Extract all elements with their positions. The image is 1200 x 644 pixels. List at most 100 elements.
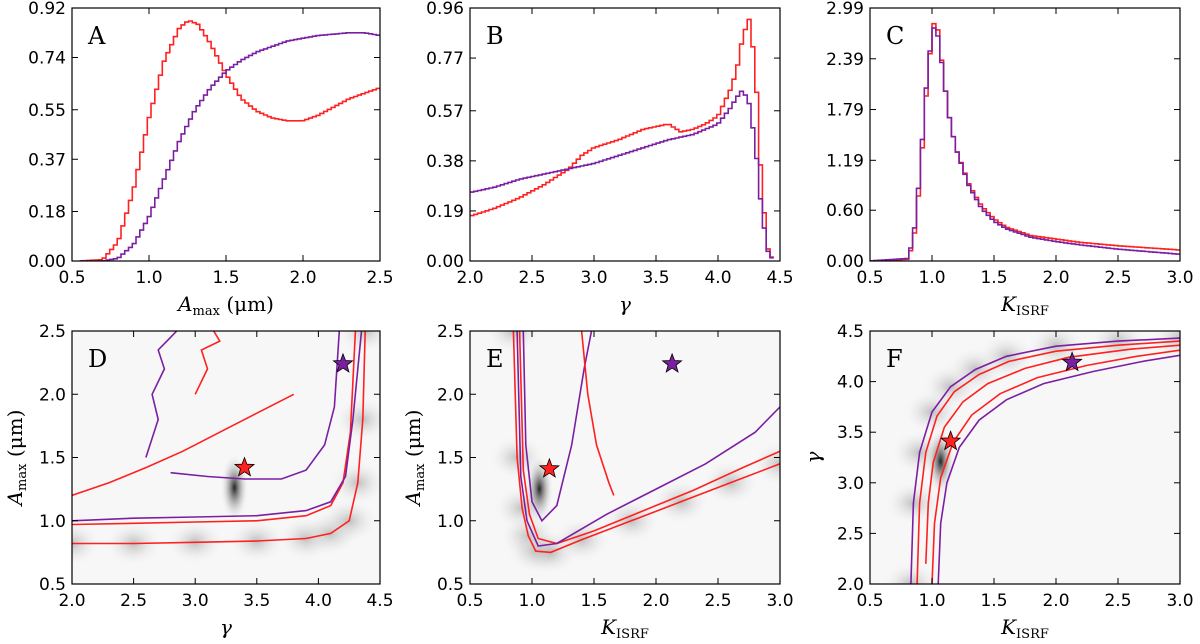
axis-label-main: γ [220,615,232,639]
y-tick-label: 2.5 [437,322,464,342]
best-fit-star [332,352,354,373]
panel-letter: E [486,345,504,373]
axis-label-sub: ISRF [616,627,649,642]
x-tick-label: 2.5 [366,268,393,288]
panel-letter: C [886,22,904,50]
y-tick-label: 0.57 [426,102,464,122]
contour-line [518,331,780,545]
axis-label: Amax (μm) [401,410,428,508]
y-tick-label: 0.96 [426,0,464,19]
x-tick-label: 0.5 [58,268,85,288]
x-tick-label: 3.0 [1166,268,1193,288]
x-tick-label: 3.0 [766,591,793,611]
y-tick-label: 0.74 [28,49,66,69]
y-tick-label: 1.79 [826,101,864,121]
contour-line [170,331,341,480]
axis-label-sub: ISRF [1016,304,1049,319]
x-tick-label: 4.5 [366,591,393,611]
contour-line [72,331,363,522]
y-tick-label: 1.5 [39,449,66,469]
axis-label-main: K [1000,292,1017,316]
y-tick-label: 0.37 [28,150,66,170]
x-tick-label: 4.0 [305,591,332,611]
y-tick-label: 1.0 [39,512,66,532]
axis-label: KISRF [600,615,649,642]
y-tick-label: 0.18 [28,203,66,223]
density-blob [334,397,380,442]
contour-line [145,331,178,458]
density-blob [752,441,780,486]
panel-a: 0.5 1.0 1.5 2.0 2.5 0.00 0.18 0.37 0.55 0.74 0.92 A… [28,0,393,319]
y-tick-label: 1.5 [437,449,464,469]
panel-letter: A [87,22,106,50]
x-tick-label: 2.5 [120,591,147,611]
y-tick-label: 3.5 [837,423,864,443]
contour-line [194,331,221,395]
x-tick-label: 2.5 [1104,268,1131,288]
y-tick-label: 0.00 [426,252,464,272]
contour-line [925,344,1180,564]
axis-label: Amax (μm) [3,410,30,508]
panel-f: 0.5 1.0 1.5 2.0 2.5 3.0 2.0 2.5 3.0 3.5 4.0 4.5 F KIS… [801,322,1194,642]
contour-line [512,331,780,554]
y-tick-label: 1.19 [826,151,864,171]
x-tick-label: 0.5 [856,591,883,611]
contour-line [931,349,1180,584]
axis-label: KISRF [1000,292,1049,319]
x-tick-label: 2.0 [289,268,316,288]
panel-c: 0.5 1.0 1.5 2.0 2.5 3.0 0.00 0.60 1.19 1.79 2.39 2.… [826,0,1193,319]
best-fit-star [1061,351,1083,372]
x-tick-label: 3.0 [1166,591,1193,611]
x-tick-label: 2.0 [456,268,483,288]
x-tick-label: 1.0 [135,268,162,288]
y-tick-label: 2.39 [826,50,864,70]
x-tick-label: 0.5 [456,591,483,611]
panel-letter: D [88,345,107,373]
best-fit-star [940,430,962,451]
axis-label: Amax (μm) [176,292,274,319]
y-tick-label: 2.99 [826,0,864,19]
x-tick-label: 3.0 [182,591,209,611]
series-red [79,20,380,261]
axis-label: KISRF [1000,615,1049,642]
plot-area [79,20,380,261]
axis-label-main: A [401,491,425,507]
x-tick-label: 3.0 [580,268,607,288]
best-fit-star [233,456,256,477]
x-tick-label: 1.0 [918,591,945,611]
best-fit-star [661,352,683,373]
contour-line [937,354,1180,584]
axis-label-unit: (μm) [401,410,425,464]
series-red [870,22,1180,261]
x-tick-label: 2.0 [58,591,85,611]
panel-letter: F [886,345,903,373]
x-tick-label: 4.0 [704,268,731,288]
plot-area [870,331,1180,584]
y-tick-label: 0.55 [28,101,66,121]
y-tick-label: 0.19 [426,202,464,222]
axes-frame [869,7,1181,262]
axis-label: γ [801,451,825,463]
contour-line [916,340,1180,584]
y-tick-label: 2.0 [837,575,864,595]
contour-line [910,337,1180,584]
y-tick-label: 2.0 [39,385,66,405]
axis-label-unit: (μm) [3,410,27,464]
axes-frame [869,330,1181,585]
panel-d: 2.0 2.5 3.0 3.5 4.0 4.5 0.5 1.0 1.5 2.0 2.5 Dγ Amax … [3,322,394,639]
x-tick-label: 1.0 [918,268,945,288]
axis-label-main: γ [801,451,825,463]
series-purple [870,27,1180,261]
axis-label-main: A [176,292,192,316]
contour-line [72,393,295,497]
y-tick-label: 2.5 [837,524,864,544]
y-tick-label: 0.92 [28,0,66,19]
axis-label-main: K [600,615,617,639]
x-tick-label: 2.5 [518,268,545,288]
x-tick-label: 1.0 [518,591,545,611]
contour-line [580,331,615,496]
axis-label-unit: (μm) [220,292,274,316]
series-purple [79,31,380,261]
density-blob [1090,331,1146,364]
y-tick-label: 0.00 [826,252,864,272]
